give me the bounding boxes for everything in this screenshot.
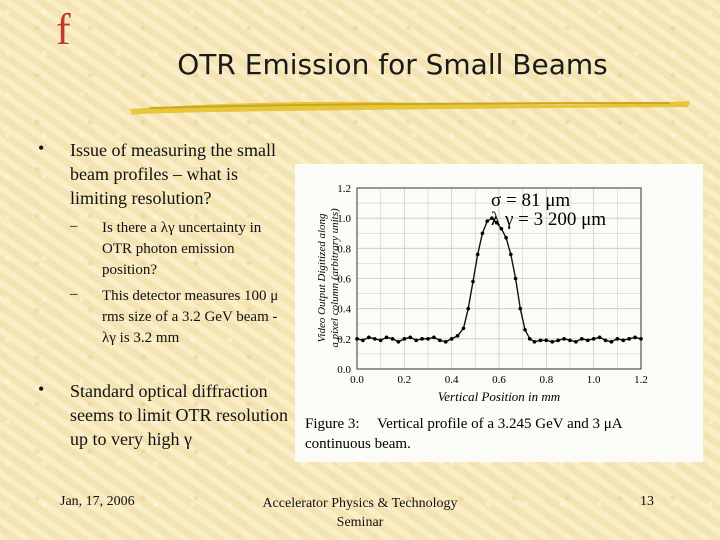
data-point bbox=[432, 335, 436, 340]
data-point bbox=[499, 226, 504, 231]
x-tick-label: 0.6 bbox=[492, 374, 506, 386]
data-point bbox=[480, 231, 485, 236]
data-point bbox=[627, 337, 631, 341]
data-point bbox=[390, 337, 395, 341]
slide-title: OTR Emission for Small Beams bbox=[177, 48, 608, 81]
data-point bbox=[597, 335, 602, 340]
lambda-gamma-annotation: λ γ = 3 200 μm bbox=[491, 209, 606, 230]
data-point bbox=[527, 337, 532, 341]
data-point bbox=[402, 337, 407, 341]
figure-caption-label: Figure 3: bbox=[305, 416, 360, 432]
data-point bbox=[585, 338, 590, 343]
data-point bbox=[461, 326, 466, 331]
bullet-marker: • bbox=[38, 138, 45, 158]
data-point bbox=[455, 334, 460, 338]
x-tick-label: 1.0 bbox=[587, 374, 601, 386]
data-point bbox=[466, 306, 471, 311]
data-point bbox=[494, 220, 499, 225]
data-point bbox=[355, 337, 359, 341]
x-axis-label: Vertical Position in mm bbox=[438, 389, 560, 404]
y-axis-label-line2: a pixel column (arbitrary units) bbox=[329, 208, 341, 348]
data-point bbox=[591, 337, 596, 341]
bullet-marker: • bbox=[38, 379, 45, 399]
data-point bbox=[504, 235, 508, 240]
data-point bbox=[378, 338, 383, 343]
profile-chart: 0.0 0.2 0.4 0.6 0.8 1.0 1.2 0.0 0.2 0.4 0.6 0.8 1.0… bbox=[305, 183, 648, 452]
data-point bbox=[556, 338, 560, 343]
sub-bullet-marker: – bbox=[70, 286, 78, 302]
data-point bbox=[384, 335, 389, 340]
footer-title: Accelerator Physics & Technology Seminar bbox=[262, 496, 458, 530]
figure-caption-line2: continuous beam. bbox=[305, 436, 411, 452]
logo: f bbox=[56, 5, 71, 54]
sub-bullet-text: Is there a λγ uncertainty in OTR photon … bbox=[102, 220, 262, 278]
data-point bbox=[443, 340, 448, 344]
data-point bbox=[420, 337, 424, 341]
x-tick-label: 0.4 bbox=[445, 374, 459, 386]
x-tick-label: 0.0 bbox=[350, 374, 364, 386]
data-point bbox=[568, 338, 572, 343]
sub-bullet-text: This detector measures 100 μ rms size of… bbox=[102, 288, 279, 346]
y-tick-label: 1.2 bbox=[337, 183, 351, 195]
y-tick-label: 1.0 bbox=[337, 213, 351, 225]
data-point bbox=[372, 337, 377, 341]
data-point bbox=[509, 252, 513, 257]
y-axis-label-line1: Video Output Digitized along bbox=[316, 213, 328, 343]
data-point bbox=[550, 340, 555, 344]
sub-bullet-marker: – bbox=[70, 218, 78, 234]
y-tick-label: 0.6 bbox=[337, 274, 351, 286]
data-point bbox=[532, 340, 537, 344]
data-point bbox=[562, 337, 566, 341]
plot-frame bbox=[356, 187, 642, 370]
y-tick-label: 0.8 bbox=[337, 243, 351, 255]
data-point bbox=[513, 276, 518, 281]
data-point bbox=[438, 338, 442, 343]
data-point bbox=[621, 338, 626, 343]
data-point bbox=[426, 337, 430, 341]
data-point bbox=[396, 340, 401, 344]
data-point bbox=[603, 338, 608, 343]
data-point bbox=[367, 335, 371, 340]
y-tick-label: 0.4 bbox=[337, 304, 351, 316]
data-point bbox=[414, 338, 418, 343]
data-point bbox=[615, 337, 620, 341]
data-point bbox=[544, 338, 549, 343]
data-point bbox=[609, 340, 614, 344]
footer-date: Jan, 17, 2006 bbox=[60, 494, 135, 509]
page-number: 13 bbox=[640, 494, 654, 509]
data-point bbox=[485, 219, 489, 223]
data-point bbox=[574, 340, 578, 344]
data-point bbox=[633, 335, 637, 340]
x-tick-label: 0.2 bbox=[397, 374, 411, 386]
data-point bbox=[449, 337, 454, 341]
data-point bbox=[408, 335, 413, 340]
data-points bbox=[355, 216, 643, 344]
figure-panel: 0.0 0.2 0.4 0.6 0.8 1.0 1.2 0.0 0.2 0.4 0.6 0.8 1.0… bbox=[295, 164, 703, 462]
data-point bbox=[361, 338, 365, 343]
y-tick-label: 0.0 bbox=[337, 364, 351, 376]
profile-line bbox=[356, 217, 642, 343]
x-tick-label: 1.2 bbox=[634, 374, 648, 386]
data-point bbox=[518, 306, 523, 311]
figure-caption-line1: Vertical profile of a 3.245 GeV and 3 μA bbox=[377, 416, 623, 432]
title-underline bbox=[130, 101, 690, 115]
sigma-annotation: σ = 81 μm bbox=[491, 190, 570, 211]
data-point bbox=[471, 279, 475, 284]
y-tick-label: 0.2 bbox=[337, 334, 351, 346]
data-point bbox=[523, 327, 527, 332]
bullet-text: Issue of measuring the small beam profil… bbox=[70, 140, 276, 208]
bullet-text: Standard optical diffraction seems to li… bbox=[70, 381, 288, 449]
data-point bbox=[475, 252, 480, 257]
data-point bbox=[538, 338, 543, 343]
y-tick-labels: 0.0 0.2 0.4 0.6 0.8 1.0 1.2 bbox=[337, 183, 351, 376]
data-point bbox=[580, 337, 584, 341]
data-point bbox=[639, 337, 643, 341]
x-tick-labels: 0.0 0.2 0.4 0.6 0.8 1.0 1.2 bbox=[350, 374, 648, 386]
x-tick-label: 0.8 bbox=[539, 374, 553, 386]
data-point bbox=[490, 216, 494, 220]
